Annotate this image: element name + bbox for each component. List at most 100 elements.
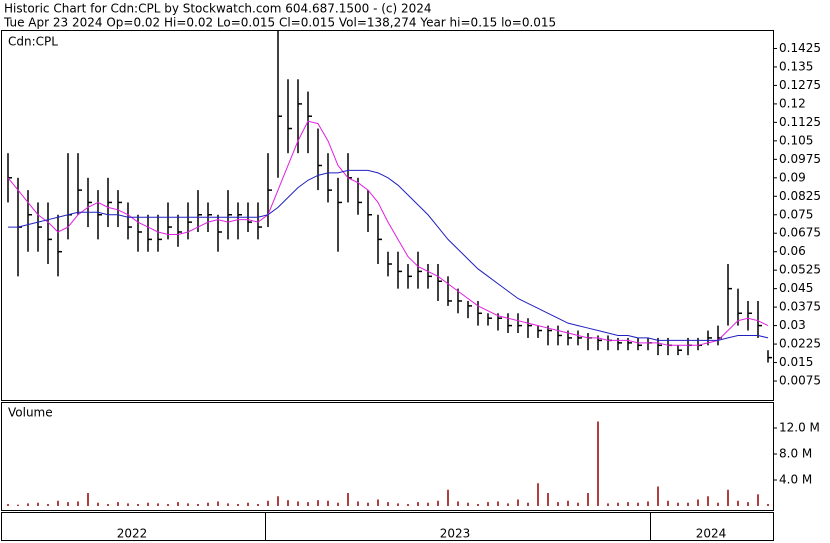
volume-bar	[17, 504, 19, 506]
volume-bar	[677, 502, 679, 506]
volume-bar	[307, 502, 309, 506]
volume-bar	[627, 502, 629, 506]
moving-average	[8, 169, 769, 341]
volume-bar	[757, 494, 759, 506]
volume-bar	[727, 489, 729, 506]
volume-bar	[357, 501, 359, 506]
volume-bar	[327, 500, 329, 506]
volume-bar	[607, 503, 609, 506]
y-tick-label: 0.0675	[779, 226, 821, 240]
volume-bar	[347, 493, 349, 506]
volume-bar	[317, 500, 319, 506]
volume-bar	[177, 502, 179, 506]
y-tick-label: 0.0825	[779, 189, 821, 203]
volume-bar	[667, 500, 669, 506]
y-tick-label: 0.12	[779, 96, 806, 110]
volume-bar	[467, 502, 469, 506]
volume-bar	[617, 502, 619, 506]
volume-bar	[147, 502, 149, 506]
volume-bar	[167, 504, 169, 506]
y-tick-label: 0.135	[779, 59, 813, 73]
volume-bar	[457, 501, 459, 506]
volume-bar	[427, 502, 429, 506]
y-tick-label: 0.0375	[779, 300, 821, 314]
y-tick-label: 0.06	[779, 244, 806, 258]
volume-bar	[27, 503, 29, 506]
y-tick-label: 0.0525	[779, 263, 821, 277]
volume-bar	[97, 502, 99, 506]
y-tick-label: 0.075	[779, 207, 813, 221]
chart-title: Historic Chart for Cdn:CPL by Stockwatch…	[4, 2, 432, 16]
volume-bar	[87, 493, 89, 506]
y-tick-label: 12.0 M	[779, 421, 820, 435]
volume-bar	[37, 502, 39, 506]
volume-bar	[47, 504, 49, 506]
volume-bar	[547, 493, 549, 506]
volume-bar	[737, 500, 739, 506]
y-tick-label: 0.1125	[779, 115, 821, 129]
volume-bar	[687, 502, 689, 506]
moving-average	[7, 120, 769, 346]
volume-bar	[77, 501, 79, 506]
volume-bar	[197, 504, 199, 506]
volume-bar	[647, 501, 649, 506]
y-tick-label: 0.1425	[779, 41, 821, 55]
volume-bar	[137, 504, 139, 506]
volume-bar	[507, 503, 509, 506]
y-tick-label: 0.015	[779, 355, 813, 369]
volume-bar	[247, 502, 249, 506]
volume-bar	[747, 502, 749, 506]
volume-bar	[767, 504, 769, 506]
volume-bar	[57, 500, 59, 506]
volume-bar	[277, 496, 279, 506]
volume-bar	[107, 504, 109, 506]
volume-bar	[557, 502, 559, 506]
volume-bar	[237, 504, 239, 506]
volume-bar	[127, 503, 129, 506]
volume-bar	[387, 502, 389, 506]
volume-bar	[117, 502, 119, 506]
volume-bar	[407, 504, 409, 506]
quote-line: Tue Apr 23 2024 Op=0.02 Hi=0.02 Lo=0.015…	[3, 16, 556, 30]
volume-bar	[587, 493, 589, 506]
volume-bar	[637, 502, 639, 506]
year-label: 2023	[440, 527, 471, 541]
volume-bar	[157, 503, 159, 506]
symbol-label: Cdn:CPL	[8, 35, 58, 49]
volume-bar	[567, 500, 569, 506]
volume-bar	[577, 502, 579, 506]
y-tick-label: 0.0975	[779, 152, 821, 166]
volume-bar	[517, 499, 519, 506]
year-label: 2022	[117, 527, 148, 541]
volume-bar	[337, 502, 339, 506]
volume-bar	[537, 483, 539, 506]
volume-bar	[597, 421, 599, 506]
volume-bar	[207, 502, 209, 506]
y-tick-label: 0.105	[779, 133, 813, 147]
volume-bar	[267, 500, 269, 506]
volume-bar	[227, 503, 229, 506]
volume-bar	[257, 504, 259, 506]
volume-bar	[497, 501, 499, 506]
volume-bar	[297, 501, 299, 506]
volume-label: Volume	[8, 406, 53, 420]
volume-bar	[217, 501, 219, 506]
time-axis	[1, 512, 774, 541]
volume-bar	[397, 503, 399, 506]
y-tick-label: 0.1275	[779, 78, 821, 92]
volume-panel	[1, 402, 774, 511]
volume-bar	[447, 489, 449, 506]
y-tick-label: 0.0225	[779, 337, 821, 351]
y-tick-label: 0.0075	[779, 374, 821, 388]
volume-bar	[67, 502, 69, 506]
volume-bar	[367, 502, 369, 506]
volume-bar	[287, 500, 289, 506]
y-tick-label: 0.03	[779, 318, 806, 332]
y-tick-label: 4.0 M	[779, 473, 812, 487]
volume-bar	[187, 503, 189, 506]
volume-bar	[697, 499, 699, 506]
volume-bar	[717, 502, 719, 506]
volume-bar	[437, 500, 439, 506]
